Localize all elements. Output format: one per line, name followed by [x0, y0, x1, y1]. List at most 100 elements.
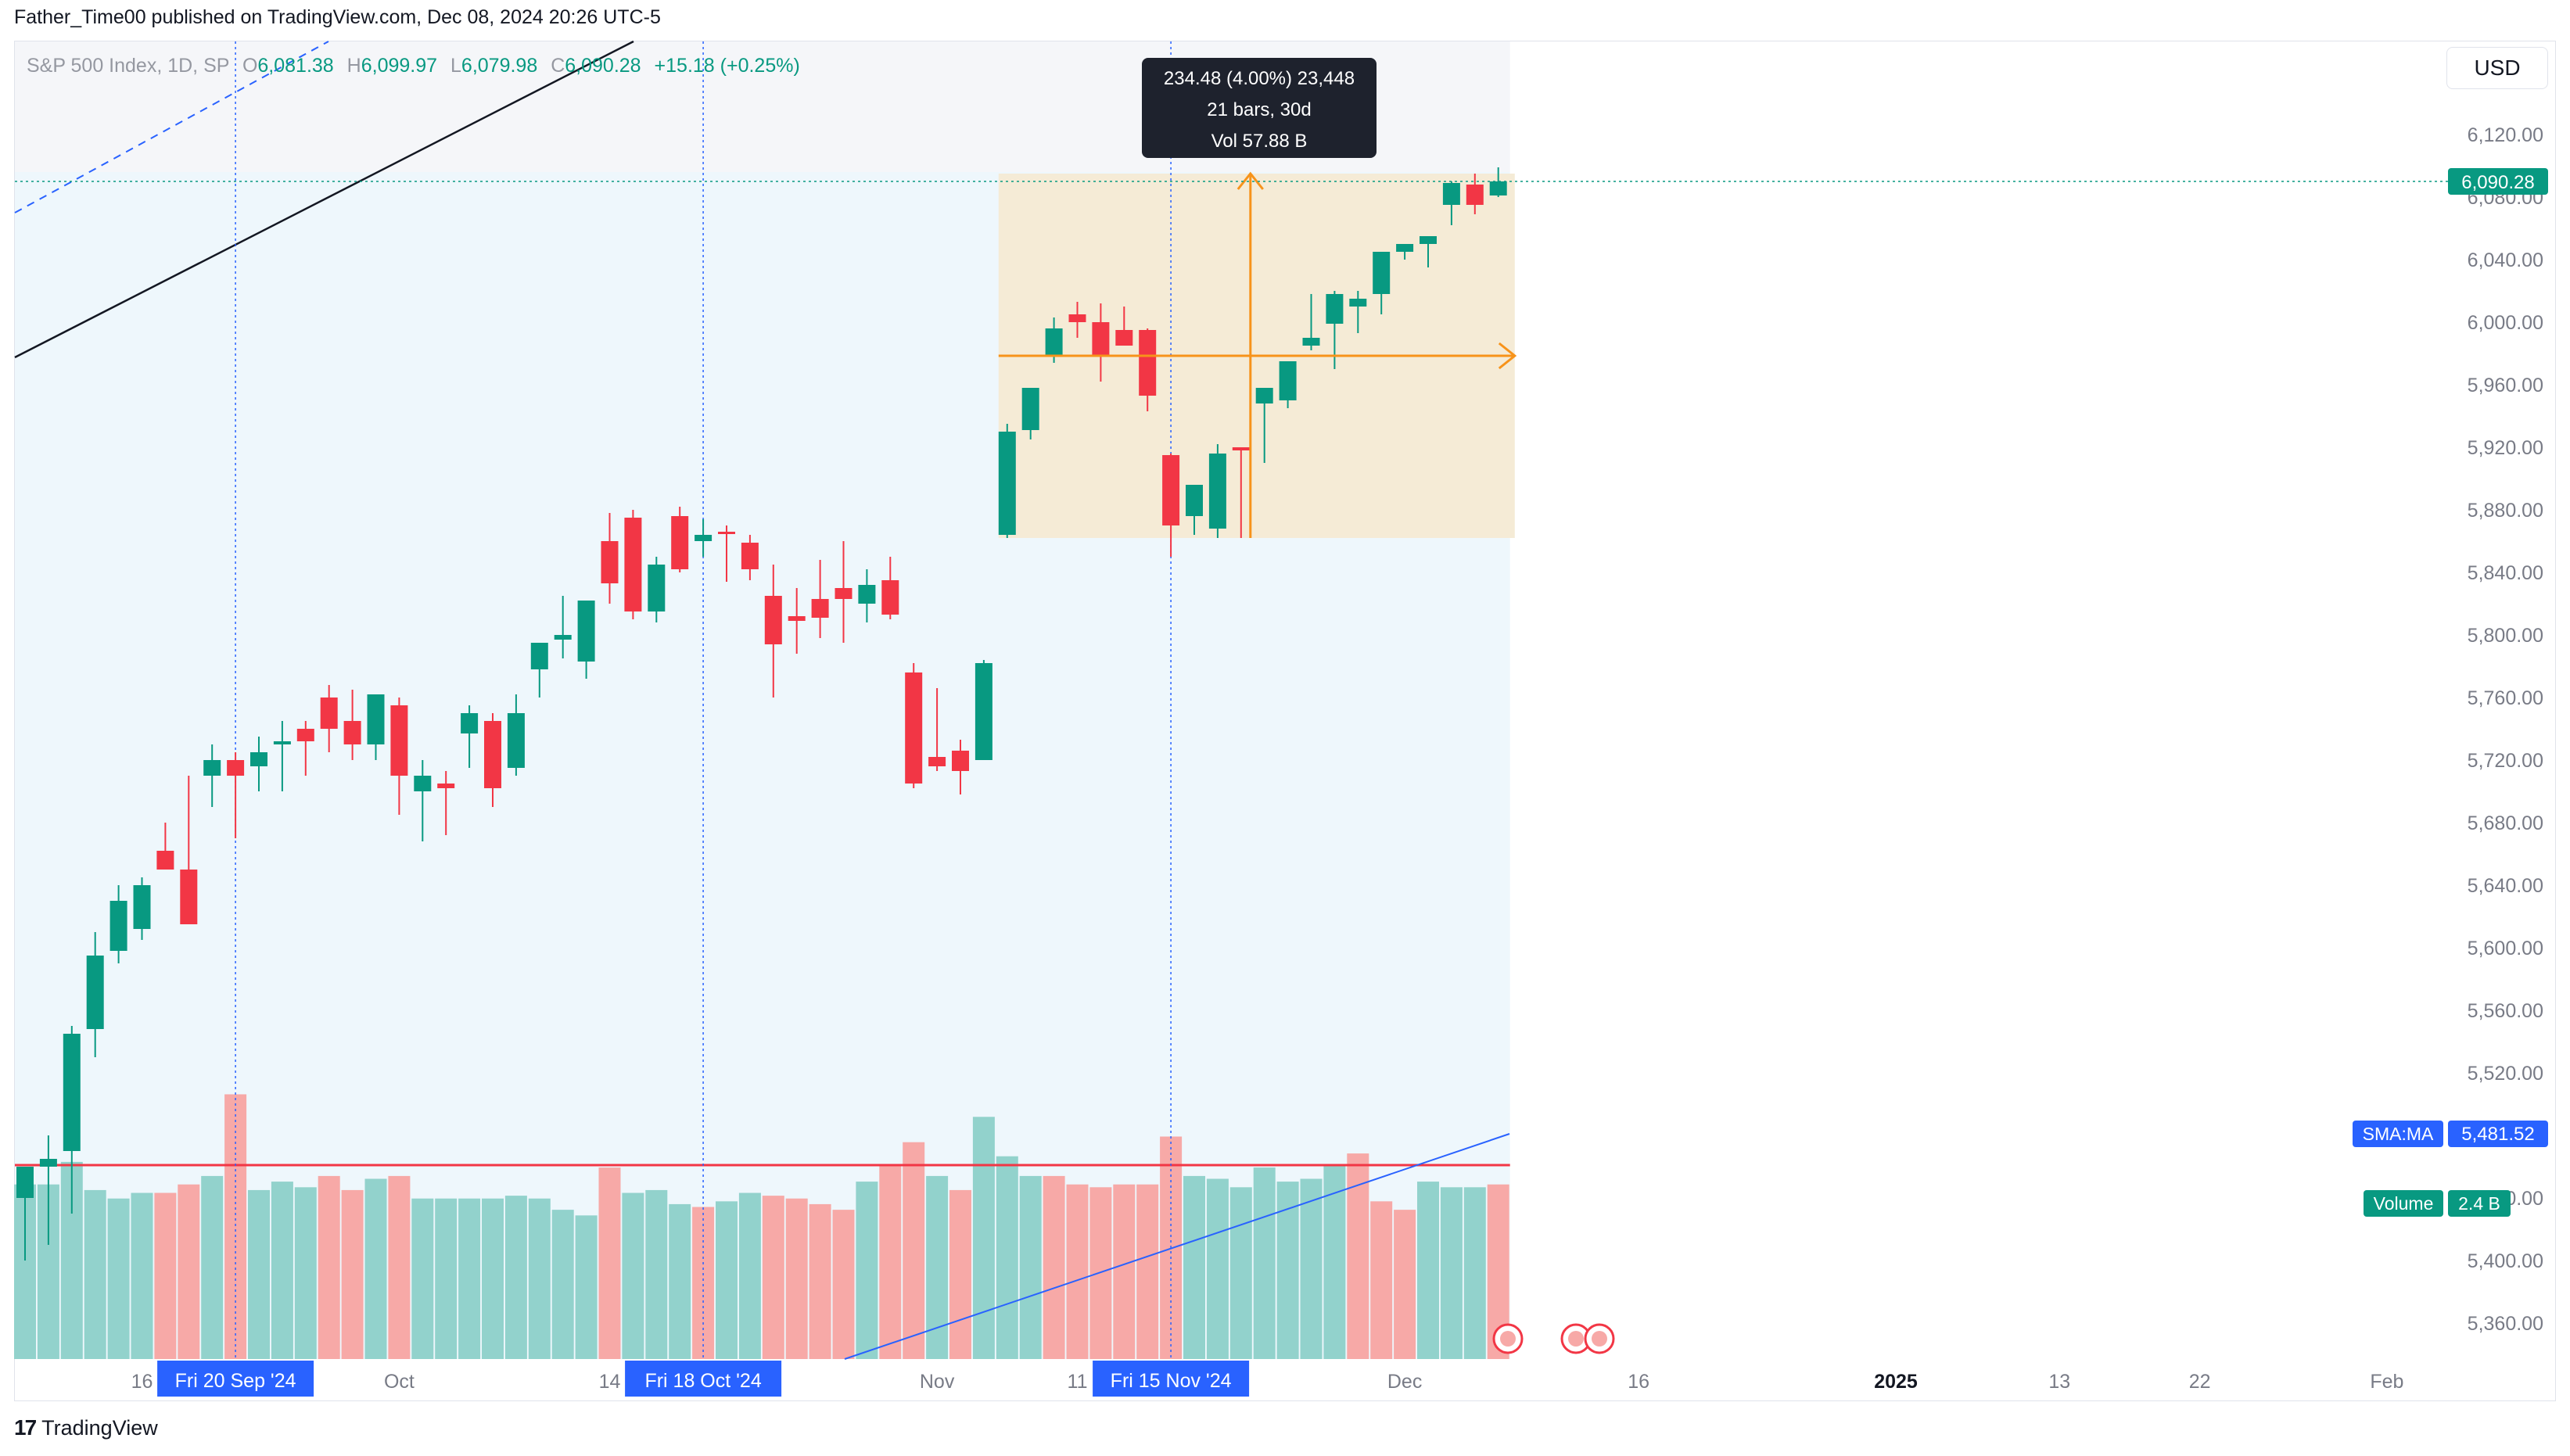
volume-bar — [856, 1182, 878, 1359]
candle-body — [156, 851, 174, 870]
measure-arrowhead-right — [1498, 342, 1517, 370]
volume-bar — [716, 1201, 738, 1359]
candle-body — [16, 1167, 34, 1198]
date-badge-label: Fri 20 Sep '24 — [175, 1370, 296, 1392]
volume-bar — [154, 1192, 177, 1359]
candle-body — [1489, 181, 1507, 195]
y-axis-tick-label: 5,400.00 — [2468, 1250, 2543, 1272]
candle-body — [227, 760, 245, 776]
candle-body — [39, 1159, 57, 1167]
x-axis-tick-label: 13 — [2048, 1371, 2070, 1393]
last-price-badge — [2448, 168, 2548, 195]
y-axis-tick-label: 5,840.00 — [2468, 562, 2543, 584]
measure-tooltip — [1142, 58, 1377, 158]
volume-bar — [1323, 1164, 1346, 1359]
candle-body — [1021, 388, 1039, 430]
volume-bar — [294, 1187, 317, 1359]
volume-bar — [949, 1189, 971, 1359]
candle-body — [250, 752, 267, 766]
volume-bar — [1019, 1175, 1042, 1359]
candle-body — [858, 585, 876, 604]
volume-bar — [528, 1198, 551, 1359]
candle-body — [461, 713, 479, 733]
volume-bar — [435, 1198, 458, 1359]
x-axis-tick-label: 16 — [131, 1371, 153, 1393]
volume-bar — [248, 1189, 270, 1359]
measure-tooltip-line: 234.48 (4.00%) 23,448 — [1164, 68, 1355, 89]
legend-low-label: L — [450, 55, 461, 77]
candle-body — [367, 694, 385, 744]
x-axis-tick-label: 11 — [1068, 1371, 1088, 1393]
volume-bar — [762, 1196, 784, 1359]
legend-open-label: O — [242, 55, 258, 77]
volume-bar — [1089, 1187, 1112, 1359]
volume-bar — [224, 1094, 247, 1359]
candle-body — [671, 516, 689, 569]
volume-bar — [1066, 1184, 1089, 1359]
volume-bar — [832, 1210, 855, 1359]
volume-bar — [1347, 1153, 1369, 1359]
y-axis-tick-label: 6,040.00 — [2468, 249, 2543, 271]
y-axis-tick-label: 6,000.00 — [2468, 312, 2543, 334]
volume-bar — [131, 1192, 153, 1359]
candle-body — [764, 596, 782, 644]
sma-value-label: 5,481.52 — [2461, 1124, 2534, 1145]
candle-body — [835, 588, 852, 599]
chart-frame[interactable] — [14, 41, 2556, 1401]
candle-body — [507, 713, 525, 768]
volume-bar — [622, 1192, 644, 1359]
volume-bar — [388, 1175, 411, 1359]
volume-bar — [201, 1175, 224, 1359]
x-axis-tick-label: 14 — [599, 1371, 621, 1393]
candle-body — [203, 760, 221, 776]
date-badge — [625, 1361, 782, 1397]
candle-body — [1466, 185, 1484, 205]
publisher-caption: Father_Time00 published on TradingView.c… — [14, 6, 661, 28]
event-flag-icon-inner — [1592, 1331, 1607, 1347]
tradingview-logo[interactable]: 17 TradingView — [14, 1415, 158, 1440]
candle-body — [577, 601, 595, 662]
candle-body — [296, 729, 314, 741]
event-flag-icon-inner — [1568, 1331, 1584, 1347]
x-axis-tick-label: 2025 — [1874, 1371, 1918, 1393]
x-axis-tick-label: Oct — [384, 1371, 415, 1393]
candle-body — [811, 599, 829, 618]
volume-bar — [178, 1184, 200, 1359]
candle-body — [180, 870, 198, 924]
candle-body — [975, 663, 992, 760]
candle-body — [273, 741, 291, 744]
candle-body — [530, 643, 548, 669]
candle-body — [928, 757, 946, 766]
y-axis-tick-label: 5,560.00 — [2468, 1000, 2543, 1022]
volume-bar — [341, 1189, 364, 1359]
candle-body — [1139, 330, 1157, 396]
y-axis-tick-label: 5,600.00 — [2468, 938, 2543, 959]
candle-body — [1232, 447, 1250, 450]
volume-bar — [1043, 1175, 1065, 1359]
event-flag-icon-inner — [1500, 1331, 1516, 1347]
volume-bar — [1394, 1210, 1416, 1359]
legend-close-label: C — [551, 55, 565, 77]
volume-bar — [1370, 1201, 1393, 1359]
candle-body — [1373, 252, 1391, 294]
candle-body — [1115, 330, 1133, 346]
y-axis-tick-label: 5,960.00 — [2468, 375, 2543, 396]
volume-bar — [482, 1198, 504, 1359]
last-price-label: 6,090.28 — [2461, 172, 2534, 193]
volume-bar — [645, 1189, 668, 1359]
volume-bar — [84, 1189, 106, 1359]
currency-button[interactable]: USD — [2446, 47, 2548, 89]
y-axis-tick-label: 5,760.00 — [2468, 687, 2543, 709]
volume-bar — [504, 1196, 527, 1359]
volume-bar — [738, 1192, 761, 1359]
legend-symbol[interactable]: S&P 500 Index, 1D, SP — [27, 55, 229, 77]
tradingview-mark-icon: 17 — [14, 1415, 37, 1440]
volume-bar — [972, 1117, 995, 1359]
volume-name-badge — [2364, 1190, 2443, 1217]
candle-body — [1349, 299, 1367, 307]
volume-bar — [107, 1198, 130, 1359]
sma-name-badge — [2353, 1121, 2443, 1147]
candle-body — [718, 532, 735, 534]
volume-bar — [926, 1175, 949, 1359]
